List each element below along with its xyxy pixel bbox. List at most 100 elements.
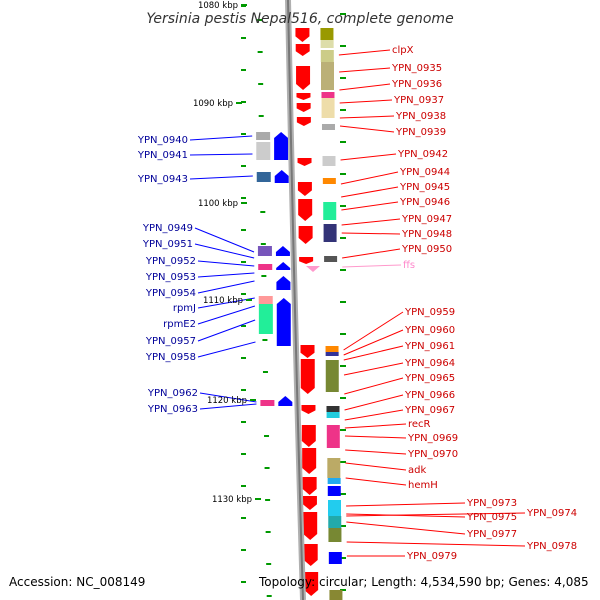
right-leader — [342, 248, 401, 259]
backbone-core — [287, 0, 304, 600]
reverse-gene-arrow — [275, 246, 290, 256]
forward-annotation-bar — [325, 360, 339, 392]
left-leader — [199, 392, 257, 403]
kbp-label: 1110 kbp — [203, 296, 243, 306]
left-leader — [197, 319, 256, 342]
forward-annotation-bar — [323, 224, 337, 242]
right-gene-label: YPN_0977 — [466, 529, 517, 540]
right-leader — [343, 345, 404, 361]
right-leader — [341, 186, 399, 198]
forward-gene-arrow — [296, 66, 311, 90]
right-gene-label: YPN_0938 — [395, 111, 446, 122]
left-leader — [189, 175, 253, 180]
forward-gene-arrow — [300, 345, 315, 358]
left-leader — [194, 243, 255, 259]
right-leader — [341, 232, 401, 235]
right-gene-label: YPN_0950 — [401, 244, 452, 255]
forward-gene-arrow — [300, 359, 315, 394]
right-gene-label: YPN_0947 — [401, 214, 452, 225]
right-gene-label: recR — [408, 419, 431, 430]
reverse-annotation-bar — [258, 296, 273, 304]
left-gene-label: rpmJ — [173, 303, 196, 314]
forward-gene-arrow — [297, 182, 312, 196]
left-gene-label: YPN_0943 — [137, 174, 188, 185]
reverse-gene-arrow — [278, 396, 293, 406]
right-leader — [339, 115, 395, 119]
forward-gene-arrow — [304, 572, 319, 596]
left-gene-label: YPN_0951 — [142, 239, 193, 250]
right-leader — [346, 521, 466, 535]
reverse-annotation-bar — [257, 246, 272, 256]
right-gene-label: YPN_0966 — [404, 390, 455, 401]
forward-annotation-bar — [321, 98, 335, 118]
right-gene-label: ffs — [403, 260, 415, 271]
forward-annotation-bar — [321, 124, 335, 130]
right-leader — [344, 409, 404, 421]
reverse-annotation-bar — [258, 264, 273, 270]
backbone — [285, 0, 306, 600]
forward-annotation-bar — [326, 406, 340, 412]
right-leader — [343, 362, 404, 376]
forward-annotation-bar — [326, 412, 340, 418]
topology-text: Topology: circular; Length: 4,534,590 bp… — [258, 575, 589, 589]
reverse-annotation-bar — [256, 142, 271, 160]
right-leader — [344, 423, 407, 429]
forward-gene-arrow — [298, 199, 313, 221]
forward-annotation-bar — [320, 50, 334, 62]
left-gene-label: YPN_0940 — [137, 135, 188, 146]
forward-gene-arrow — [302, 477, 317, 495]
left-gene-label: YPN_0941 — [137, 150, 188, 161]
forward-annotation-bar — [327, 486, 341, 496]
right-gene-label: YPN_0937 — [393, 95, 444, 106]
forward-annotation-bar — [320, 40, 334, 48]
map-title: Yersinia pestis Nepal516, complete genom… — [146, 11, 453, 27]
right-leader — [344, 435, 407, 439]
forward-gene-arrow — [301, 405, 316, 414]
forward-annotation-bar — [320, 28, 334, 40]
right-gene-label: YPN_0961 — [404, 341, 455, 352]
forward-annotation-bar — [329, 590, 343, 600]
right-gene-label: YPN_0936 — [391, 79, 442, 90]
left-leader — [197, 341, 256, 358]
forward-gene-arrow — [299, 257, 314, 264]
right-gene-label: YPN_0973 — [466, 498, 517, 509]
forward-annotation-bar — [320, 62, 334, 90]
right-leader — [339, 83, 391, 91]
gene-glyphs — [256, 28, 343, 600]
forward-annotation-bar — [326, 425, 340, 448]
forward-gene-arrow — [303, 512, 318, 540]
kbp-label: 1090 kbp — [193, 99, 233, 109]
left-leader — [189, 153, 253, 156]
right-gene-label: YPN_0965 — [404, 373, 455, 384]
left-leader — [197, 297, 255, 309]
left-leader — [197, 280, 255, 294]
forward-gene-arrow — [295, 44, 310, 56]
right-gene-label: YPN_0967 — [404, 405, 455, 416]
right-leader — [343, 311, 404, 351]
right-leader — [339, 99, 393, 104]
right-leader — [343, 329, 404, 356]
right-gene-label: adk — [408, 465, 426, 476]
right-gene-label: YPN_0948 — [401, 229, 452, 240]
forward-annotation-bar — [327, 478, 341, 484]
gene-labels: clpX YPN_0935 YPN_0936 YPN_0937 YPN_0938 YPN_… — [137, 45, 577, 562]
left-gene-label: YPN_0958 — [145, 352, 196, 363]
right-leader — [346, 502, 466, 507]
reverse-annotation-bar — [256, 172, 271, 182]
forward-gene-arrow — [297, 158, 312, 166]
forward-annotation-bar — [325, 346, 339, 352]
left-gene-label: YPN_0952 — [145, 256, 196, 267]
right-gene-label: hemH — [408, 480, 438, 491]
kbp-scale: 1080 kbp 1090 kbp 1100 kbp 1110 kbp 1120 kbp… — [193, 1, 261, 505]
forward-annotation-bar — [321, 92, 335, 98]
right-leader — [344, 377, 404, 395]
left-leader — [197, 305, 256, 325]
kbp-label: 1100 kbp — [198, 199, 238, 209]
right-leader — [342, 264, 402, 268]
reverse-gene-arrow — [274, 170, 289, 183]
left-gene-label: YPN_0957 — [145, 336, 196, 347]
rna-gene-arrow — [306, 266, 320, 272]
left-leader — [189, 135, 253, 141]
forward-gene-arrow — [303, 544, 318, 566]
forward-gene-arrow — [301, 425, 316, 447]
